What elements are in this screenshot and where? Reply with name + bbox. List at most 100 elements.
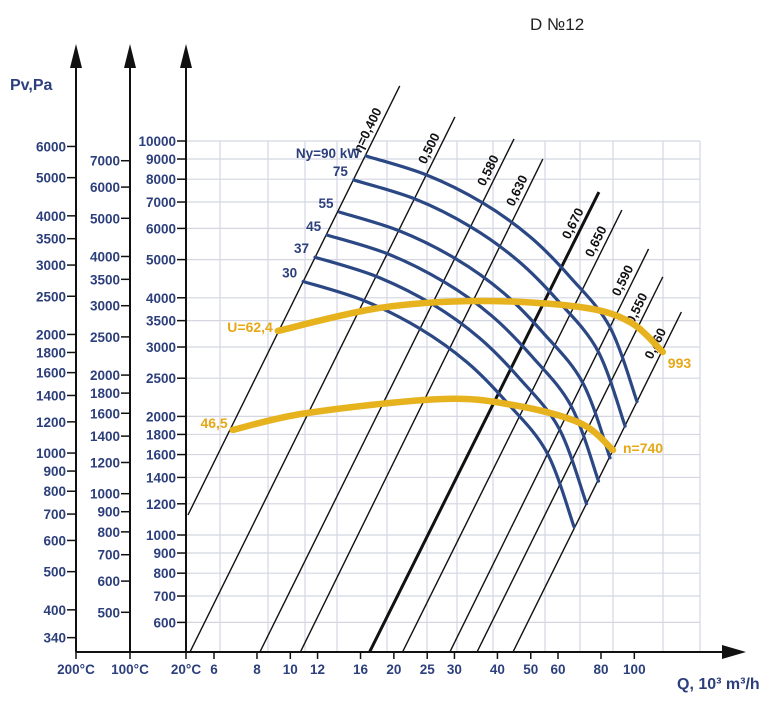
y-tick-label: 1400 <box>146 470 176 485</box>
efficiency-line <box>449 248 650 653</box>
power-curve-label: 75 <box>333 164 349 179</box>
y-tick-label: 500 <box>97 605 120 620</box>
y-tick-label: 1000 <box>146 528 176 543</box>
y-tick-label: 800 <box>153 566 176 581</box>
y-tick-label: 2000 <box>90 368 120 383</box>
y-tick-label: 3500 <box>146 314 176 329</box>
y-tick-label: 4000 <box>90 249 120 264</box>
y-tick-label: 800 <box>97 525 120 540</box>
efficiency-line <box>476 276 664 653</box>
speed-curves: U=62,4 993 46,5 n=740 <box>200 297 691 456</box>
speed-curve <box>274 297 667 356</box>
speed-curve-start-label: 46,5 <box>200 415 227 431</box>
y-axis-arrow <box>180 44 192 68</box>
y-tick-label: 2000 <box>146 409 176 424</box>
efficiency-line <box>189 116 456 653</box>
y-tick-label: 900 <box>153 546 176 561</box>
y-tick-label: 5000 <box>146 253 176 268</box>
x-tick-label: 30 <box>447 662 462 677</box>
y-tick-label: 6000 <box>146 221 176 236</box>
y-tick-label: 3500 <box>90 272 120 287</box>
efficiency-line <box>401 209 623 653</box>
power-curve <box>325 233 601 483</box>
x-tick-label: 8 <box>253 662 261 677</box>
y-tick-label: 900 <box>43 464 66 479</box>
y-tick-label: 7000 <box>146 195 176 210</box>
power-curve <box>337 210 612 460</box>
y-tick-label: 4000 <box>36 209 66 224</box>
x-tick-label: 20 <box>386 662 401 677</box>
power-curve-label: 30 <box>282 265 297 280</box>
y-tick-label: 6000 <box>90 180 120 195</box>
speed-curve <box>229 395 617 454</box>
y-tick-label: 3000 <box>90 299 120 314</box>
y-tick-label: 1200 <box>36 415 66 430</box>
speed-curve-end-label: n=740 <box>623 440 663 456</box>
y-tick-label: 9000 <box>146 152 176 167</box>
x-tick-label: 12 <box>310 662 325 677</box>
y-tick-label: 4000 <box>146 291 176 306</box>
y-tick-label: 800 <box>43 484 66 499</box>
x-tick-label: 10 <box>283 662 298 677</box>
y-tick-label: 700 <box>97 548 120 563</box>
efficiency-label: 0,500 <box>415 130 443 166</box>
power-curve-label: Ny=90 kW <box>296 146 360 161</box>
x-tick-label: 25 <box>420 662 436 677</box>
y-tick-label: 1200 <box>90 455 120 470</box>
y-tick-label: 1600 <box>146 448 176 463</box>
x-axis-arrow <box>722 645 746 659</box>
x-tick-label: 60 <box>550 662 565 677</box>
y-tick-label: 1600 <box>36 366 66 381</box>
y-tick-label: 1800 <box>36 345 66 360</box>
y-tick-label: 340 <box>43 631 66 646</box>
y-tick-label: 1800 <box>146 427 176 442</box>
power-curve-label: 55 <box>318 196 334 211</box>
y-tick-label: 2500 <box>90 330 120 345</box>
y-tick-label: 2500 <box>146 371 176 386</box>
efficiency-line <box>299 158 544 653</box>
x-axis-label: Q, 10³ m³/h <box>677 676 760 693</box>
y-tick-label: 1000 <box>36 446 66 461</box>
power-curve-label: 37 <box>294 241 309 256</box>
x-tick-label: 40 <box>490 662 505 677</box>
efficiency-line <box>187 85 401 516</box>
axes: 6000 5000 4000 3500 3000 2500 2000 1800 1600 1400… <box>36 44 746 677</box>
x-tick-label: 16 <box>353 662 369 677</box>
power-curve <box>364 154 639 404</box>
efficiency-label: 0,630 <box>503 173 531 209</box>
power-curve <box>301 279 576 529</box>
temperature-label: 100°C <box>111 662 149 677</box>
y-tick-label: 1400 <box>90 429 120 444</box>
x-tick-label: 50 <box>523 662 538 677</box>
y-tick-label: 700 <box>43 507 66 522</box>
y-tick-label: 700 <box>153 589 176 604</box>
y-tick-label: 600 <box>153 615 176 630</box>
y-axis-label: Pv,Pa <box>10 77 53 94</box>
temperature-label: 20°C <box>171 662 201 677</box>
y-tick-label: 900 <box>97 505 120 520</box>
y-tick-label: 600 <box>43 533 66 548</box>
y-tick-label: 1400 <box>36 388 66 403</box>
efficiency-line <box>259 138 515 653</box>
power-curve <box>352 178 627 428</box>
y-tick-label: 5000 <box>90 211 120 226</box>
speed-curve-start-label: U=62,4 <box>227 319 273 335</box>
y-tick-label: 500 <box>43 565 66 580</box>
x-tick-label: 100 <box>623 662 646 677</box>
y-axis-arrow <box>70 44 82 68</box>
y-tick-label: 3500 <box>36 232 66 247</box>
efficiency-label: 0,580 <box>474 152 502 188</box>
y-tick-label: 6000 <box>36 139 66 154</box>
power-curves: Ny=90 kW 75 55 45 37 30 <box>282 146 639 529</box>
y-tick-label: 600 <box>97 574 120 589</box>
y-tick-label: 2000 <box>36 327 66 342</box>
y-axis-arrow <box>124 44 136 68</box>
y-tick-label: 8000 <box>146 172 176 187</box>
temperature-label: 200°C <box>57 662 95 677</box>
y-tick-label: 2500 <box>36 289 66 304</box>
y-tick-label: 1600 <box>90 406 120 421</box>
y-tick-label: 400 <box>43 603 66 618</box>
y-tick-label: 7000 <box>90 154 120 169</box>
y-tick-label: 1000 <box>90 487 120 502</box>
